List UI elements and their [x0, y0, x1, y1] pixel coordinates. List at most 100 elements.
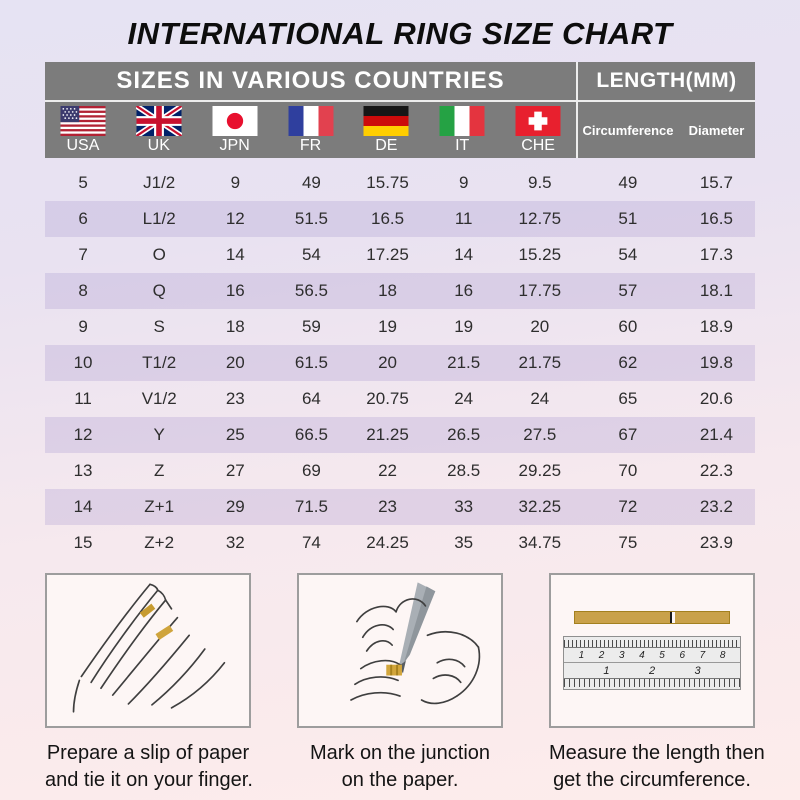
- header-length-title: LENGTH(MM): [578, 62, 755, 102]
- size-cell: 49: [301, 173, 321, 192]
- size-cell: 67: [618, 425, 638, 444]
- size-cell: Y: [153, 425, 165, 444]
- size-cell: 12: [225, 209, 245, 228]
- paper-strip: [574, 611, 730, 624]
- size-cell: 20: [378, 353, 398, 372]
- size-table-row: 11 V1/2 23 64 20.75 24 24 65 20.6: [45, 381, 755, 417]
- size-cell: 18.1: [699, 281, 733, 300]
- size-cell: S: [153, 317, 165, 336]
- size-cell: 17.75: [518, 281, 562, 300]
- size-cell: 11: [74, 389, 92, 408]
- instruction-card-mark: Mark on the junction on the paper.: [297, 573, 503, 794]
- caption-line: Mark on the junction: [309, 742, 491, 764]
- size-cell: 28.5: [447, 461, 481, 480]
- size-cell: 12.75: [518, 209, 562, 228]
- size-cell: 17.3: [699, 245, 733, 264]
- usa-flag-icon: [60, 106, 106, 136]
- size-cell: 20.75: [366, 389, 409, 408]
- ruler: 1 2 3 4 5 6 7 8 1 2 3: [563, 636, 741, 690]
- size-cell: 8: [78, 281, 88, 300]
- size-cell: 9: [458, 173, 469, 192]
- ruler-number: 7: [699, 649, 706, 661]
- size-cell: 21.75: [518, 353, 562, 372]
- flag-label-de: DE: [375, 137, 398, 154]
- size-cell: 35: [454, 533, 474, 552]
- caption-line: on the paper.: [341, 769, 459, 791]
- flag-label-jpn: JPN: [219, 137, 250, 154]
- size-table-row: 9 S 18 59 19 19 20 60 18.9: [45, 309, 755, 345]
- ruler-cm-ticks: [564, 637, 740, 648]
- size-cell: 6: [78, 209, 88, 228]
- size-cell: 24: [454, 389, 474, 408]
- size-chart-table: SIZES IN VARIOUS COUNTRIES: [45, 62, 755, 561]
- size-cell: 15.7: [699, 173, 733, 192]
- size-cell: 51: [618, 209, 638, 228]
- size-cell: 18.9: [699, 317, 733, 336]
- size-cell: 12: [73, 425, 93, 444]
- size-cell: 61.5: [294, 353, 328, 372]
- size-cell: 64: [301, 389, 321, 408]
- france-flag-icon: [288, 106, 333, 136]
- size-cell: Z: [153, 461, 165, 480]
- ruler-number: 5: [659, 649, 665, 661]
- size-cell: 18: [225, 317, 245, 336]
- ruler-inch-ticks: [564, 678, 740, 689]
- size-cell: 23: [225, 389, 245, 408]
- ruler-number: 8: [719, 649, 726, 661]
- size-cell: 71.5: [294, 497, 328, 516]
- size-cell: 32.25: [518, 497, 562, 516]
- size-cell: 25: [225, 425, 245, 444]
- flag-label-che: CHE: [521, 137, 555, 154]
- size-cell: 65: [618, 389, 638, 408]
- size-cell: 75: [618, 533, 638, 552]
- size-table-row: 15 Z+2 32 74 24.25 35 34.75 75 23.9: [45, 525, 755, 561]
- size-cell: 32: [225, 533, 245, 552]
- size-cell: 19.8: [699, 353, 733, 372]
- size-cell: 70: [618, 461, 638, 480]
- size-cell: 16.5: [371, 209, 405, 228]
- ruler-number: 1: [603, 664, 610, 677]
- size-cell: 14: [73, 497, 93, 516]
- size-cell: 69: [301, 461, 321, 480]
- circumference-column-label: Circumference: [582, 122, 674, 138]
- size-cell: 16.5: [699, 209, 733, 228]
- instructions-section: Prepare a slip of paper and tie it on yo…: [0, 573, 800, 794]
- size-table-row: 7 O 14 54 17.25 14 15.25 54 17.3: [45, 237, 755, 273]
- ruler-number: 3: [694, 664, 701, 677]
- italy-flag-icon: [439, 106, 485, 136]
- size-cell: 20: [530, 317, 550, 336]
- size-cell: 74: [301, 533, 321, 552]
- size-cell: 11: [454, 209, 473, 228]
- size-cell: 23: [378, 497, 398, 516]
- size-cell: 16: [454, 281, 474, 300]
- ruler-number: 3: [618, 649, 625, 661]
- size-cell: O: [152, 245, 166, 264]
- column-header-che: CHE: [500, 106, 576, 154]
- caption-line: Measure the length then: [549, 742, 765, 764]
- illustration-box: 1 2 3 4 5 6 7 8 1 2 3: [549, 573, 755, 728]
- diameter-column-label: Diameter: [688, 122, 745, 138]
- size-cell: 54: [618, 245, 638, 264]
- size-table-row: 14 Z+1 29 71.5 23 33 32.25 72 23.2: [45, 489, 755, 525]
- country-flag-row: USA UK: [45, 102, 576, 158]
- size-cell: 62: [618, 353, 638, 372]
- flag-label-usa: USA: [66, 137, 100, 154]
- size-cell: 14: [225, 245, 245, 264]
- size-cell: 7: [78, 245, 88, 264]
- ruler-illustration: 1 2 3 4 5 6 7 8 1 2 3: [562, 611, 742, 690]
- size-cell: 14: [454, 245, 474, 264]
- size-cell: 15.75: [366, 173, 409, 192]
- size-table-row: 5 J1/2 9 49 15.75 9 9.5 49 15.7: [45, 165, 755, 201]
- size-table-row: 12 Y 25 66.5 21.25 26.5 27.5 67 21.4: [45, 417, 755, 453]
- illustration-box: [297, 573, 503, 728]
- strip-gap: [672, 612, 676, 623]
- size-cell: 51.5: [294, 209, 328, 228]
- size-cell: 24.25: [366, 533, 409, 552]
- size-cell: 27.5: [523, 425, 557, 444]
- header-sizes-section: SIZES IN VARIOUS COUNTRIES: [45, 62, 578, 158]
- instruction-card-prepare: Prepare a slip of paper and tie it on yo…: [45, 573, 253, 794]
- size-cell: 29.25: [518, 461, 562, 480]
- size-cell: 21.25: [366, 425, 409, 444]
- size-cell: 57: [618, 281, 638, 300]
